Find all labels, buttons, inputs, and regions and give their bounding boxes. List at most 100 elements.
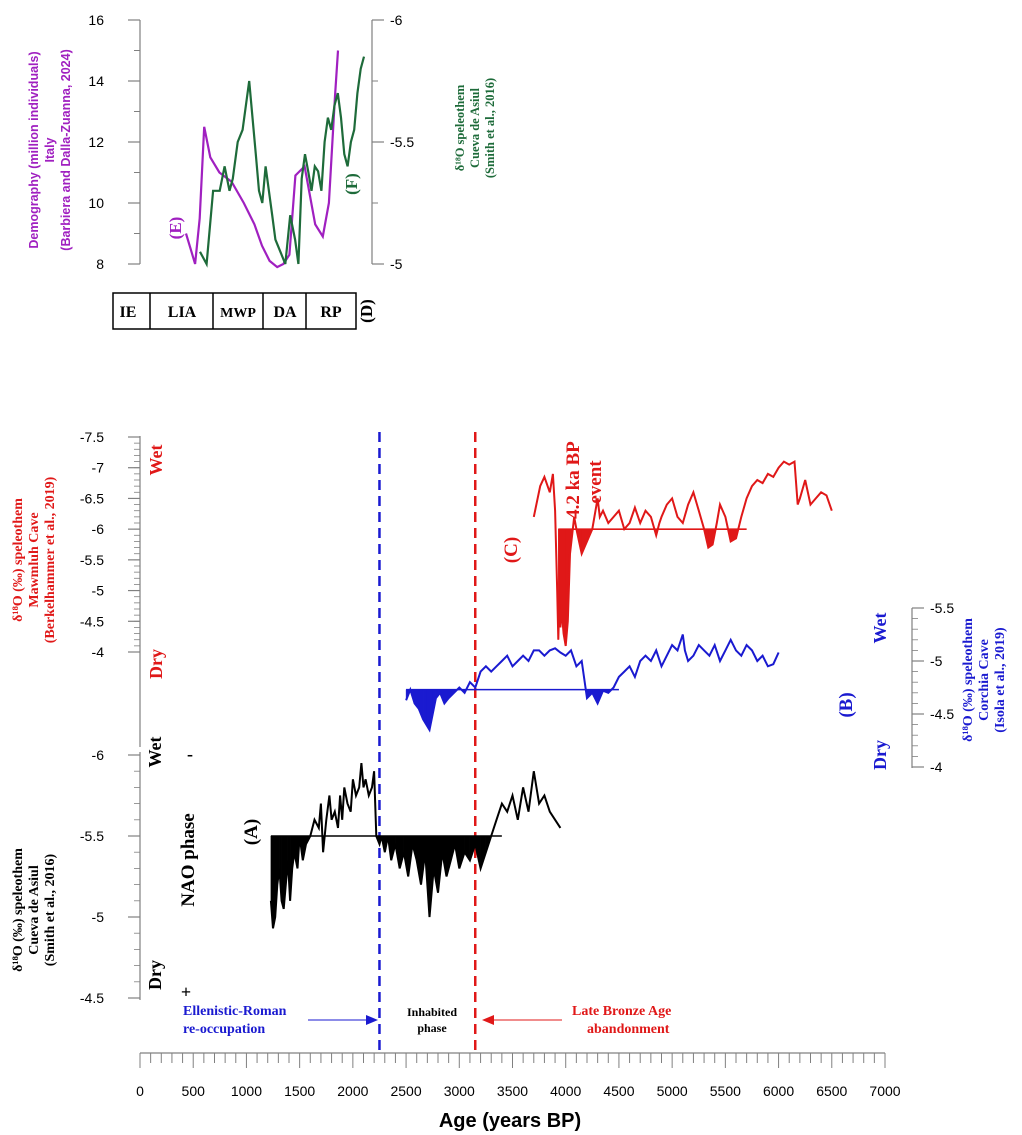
blue-title: δ¹⁸O (‰) speleothem Corchia Cave (Isola … — [961, 618, 1008, 742]
label-c: (C) — [501, 537, 522, 563]
black-title-line2: Cueva de Asiul — [27, 865, 42, 955]
annotation-inhabited: Inhabited phase — [407, 1005, 457, 1035]
top-right-tick-label: -6 — [390, 12, 403, 28]
nao-minus: - — [187, 744, 193, 764]
y-tick-label: -4 — [92, 644, 105, 660]
black-ticks: -4.5 -5 -5.5 -6 — [80, 747, 140, 1006]
red-title: δ¹⁸O (‰) speleothem Mawmluh Cave (Berkel… — [11, 476, 58, 643]
top-left-tick-label: 12 — [88, 134, 104, 150]
top-left-tick-label: 10 — [88, 195, 104, 211]
blue-title-line3: (Isola et al., 2019) — [993, 627, 1008, 733]
red-dry-label: Dry — [146, 649, 166, 679]
top-right-title-line1: δ¹⁸O speleothem — [453, 84, 467, 171]
annotation-inhabited-line2: phase — [417, 1021, 447, 1035]
period-mwp: MWP — [220, 306, 256, 321]
y-tick-label: -5.5 — [80, 552, 104, 568]
top-left-tick-label: 16 — [88, 12, 104, 28]
top-left-tick-label: 8 — [96, 256, 104, 272]
label-e: (E) — [166, 217, 185, 240]
blue-title-line1: δ¹⁸O (‰) speleothem — [961, 618, 976, 742]
nao-plus: + — [181, 982, 191, 1002]
top-left-title-line3: (Barbiera and Dalla-Zuanna, 2024) — [59, 49, 73, 250]
red-title-line2: Mawmluh Cave — [27, 512, 42, 607]
y-tick-label: -4 — [930, 759, 943, 775]
black-title-line3: (Smith et al., 2016) — [43, 853, 58, 966]
x-tick-label: 2000 — [337, 1083, 368, 1099]
top-right-title-line3: (Smith et al., 2016) — [483, 78, 497, 178]
mawmluh-line — [532, 459, 833, 647]
y-tick-label: -7 — [92, 460, 105, 476]
y-tick-label: -5.5 — [930, 600, 954, 616]
x-tick-label: 1500 — [284, 1083, 315, 1099]
y-tick-label: -5 — [92, 583, 105, 599]
period-bar-frame — [112, 292, 357, 330]
annotation-bronze-line1: Late Bronze Age — [572, 1004, 671, 1019]
x-tick-label: 4000 — [550, 1083, 581, 1099]
period-bar: IE LIA MWP DA RP (D) — [112, 292, 376, 330]
x-tick-label: 1000 — [231, 1083, 262, 1099]
event-label-line1: 4.2 ka BP — [563, 441, 584, 519]
demography-line — [184, 50, 340, 269]
top-right-tick-label: -5.5 — [390, 134, 414, 150]
y-tick-label: -5 — [92, 909, 105, 925]
x-tick-label: 500 — [182, 1083, 206, 1099]
annotation-roman-line2: re-occupation — [183, 1022, 265, 1037]
annotation-bronze-line2: abandonment — [587, 1022, 670, 1037]
y-tick-label: -6.5 — [80, 490, 104, 506]
x-ticks: 0 500 1000 1500 2000 2500 3000 3500 4000 4500 5000… — [136, 1053, 901, 1099]
period-da: DA — [273, 304, 297, 321]
period-lia: LIA — [168, 304, 197, 321]
top-panel: 8 10 12 14 16 -5 -5.5 -6 (E) (F) Demography (m… — [27, 12, 497, 330]
asiul-top-line — [199, 56, 366, 268]
blue-ticks: -4 -4.5 -5 -5.5 — [912, 600, 954, 775]
y-tick-label: -6 — [92, 521, 105, 537]
main-panel: -4-4.5-5-5.5-6-6.5-7-7.5 -4.5-5-5.5-6 -4… — [11, 429, 1008, 1132]
label-d: (D) — [357, 299, 376, 323]
top-right-tick-label: -5 — [390, 256, 403, 272]
red-title-line1: δ¹⁸O (‰) speleothem — [11, 498, 26, 622]
y-tick-label: -5 — [930, 653, 943, 669]
top-left-title-line2: Italy — [43, 137, 57, 162]
annotation-roman: Ellenistic-Roman re-occupation — [183, 1004, 378, 1037]
period-rp: RP — [320, 304, 342, 321]
arrow-bronze-head — [482, 1015, 494, 1025]
x-tick-label: 7000 — [869, 1083, 900, 1099]
label-b: (B) — [836, 692, 857, 717]
x-tick-label: 4500 — [603, 1083, 634, 1099]
red-ticks: -4 -4.5 -5 -5.5 -6 -6.5 -7 -7.5 — [80, 429, 140, 660]
red-wet-label: Wet — [146, 445, 166, 476]
y-tick-label: -7.5 — [80, 429, 104, 445]
annotation-roman-line1: Ellenistic-Roman — [183, 1004, 287, 1019]
event-label-line2: event — [585, 460, 606, 504]
asiul-line — [269, 763, 562, 929]
label-a: (A) — [241, 819, 262, 845]
top-left-title: Demography (million individuals) Italy (… — [27, 49, 73, 250]
x-tick-label: 0 — [136, 1083, 144, 1099]
x-tick-label: 6500 — [816, 1083, 847, 1099]
annotation-bronze: Late Bronze Age abandonment — [482, 1004, 671, 1037]
y-tick-label: -6 — [92, 747, 105, 763]
y-tick-label: -4.5 — [80, 990, 104, 1006]
x-tick-label: 3500 — [497, 1083, 528, 1099]
top-left-title-line1: Demography (million individuals) — [27, 51, 41, 248]
x-tick-label: 5000 — [657, 1083, 688, 1099]
blue-dry-label: Dry — [870, 740, 890, 770]
black-title-line1: δ¹⁸O (‰) speleothem — [11, 848, 26, 972]
black-wet-label: Wet — [145, 737, 165, 768]
blue-title-line2: Corchia Cave — [977, 639, 992, 721]
x-tick-label: 3000 — [444, 1083, 475, 1099]
top-right-ticks: -5 -5.5 -6 — [372, 12, 414, 272]
top-left-ticks: 8 10 12 14 16 — [88, 12, 140, 272]
y-tick-label: -4.5 — [80, 613, 104, 629]
period-ie: IE — [120, 304, 137, 321]
red-title-line3: (Berkelhammer et al., 2019) — [43, 476, 58, 643]
black-title: δ¹⁸O (‰) speleothem Cueva de Asiul (Smit… — [11, 848, 58, 972]
x-tick-label: 5500 — [710, 1083, 741, 1099]
x-axis-title: Age (years BP) — [439, 1110, 581, 1132]
nao-phase-label: NAO phase — [178, 813, 199, 906]
arrow-roman-head — [366, 1015, 378, 1025]
x-tick-label: 2500 — [390, 1083, 421, 1099]
y-tick-label: -4.5 — [930, 706, 954, 722]
red-fill — [558, 528, 747, 646]
